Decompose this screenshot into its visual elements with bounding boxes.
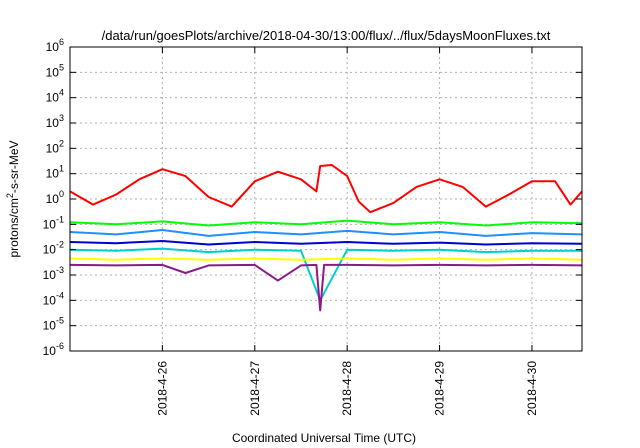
x-tick-label: 2018-4-28 bbox=[340, 361, 354, 416]
y-tick-label: 101 bbox=[46, 164, 64, 181]
x-axis-label: Coordinated Universal Time (UTC) bbox=[232, 431, 416, 445]
y-tick-label: 104 bbox=[46, 88, 64, 105]
y-axis-label-rest: -s-sr-MeV bbox=[7, 140, 21, 193]
series-line-3 bbox=[69, 229, 583, 237]
x-tick-label: 2018-4-27 bbox=[248, 361, 262, 416]
y-tick-label: 10-3 bbox=[43, 265, 64, 282]
chart-title: /data/run/goesPlots/archive/2018-04-30/1… bbox=[102, 28, 551, 43]
series-line-1 bbox=[69, 164, 583, 214]
y-tick-label: 105 bbox=[46, 62, 64, 79]
y-axis-label-base: protons/cm bbox=[7, 198, 21, 257]
y-tick-label: 102 bbox=[46, 138, 64, 155]
series-line-7 bbox=[69, 263, 583, 312]
x-tick-label: 2018-4-26 bbox=[155, 361, 169, 416]
y-axis: 106 105 104 103 102 101 100 10-1 10-2 10-3 10-4 10-… bbox=[43, 37, 582, 358]
y-tick-label: 10-6 bbox=[43, 341, 64, 358]
series-line-5 bbox=[69, 247, 582, 302]
x-tick-label: 2018-4-30 bbox=[525, 361, 539, 416]
y-tick-label: 103 bbox=[46, 113, 64, 130]
y-tick-label: 10-1 bbox=[43, 214, 64, 231]
series-line-2 bbox=[69, 219, 583, 227]
series-line-6 bbox=[69, 257, 583, 261]
y-tick-label: 106 bbox=[46, 37, 64, 54]
y-axis-label: protons/cm2-s-sr-MeV bbox=[5, 140, 21, 257]
y-tick-label: 10-4 bbox=[43, 290, 64, 307]
series-group bbox=[69, 164, 583, 312]
grid bbox=[70, 47, 582, 351]
y-tick-label: 10-5 bbox=[43, 316, 64, 333]
y-tick-label: 100 bbox=[46, 189, 64, 206]
x-axis: 2018-4-26 2018-4-27 2018-4-28 2018-4-29 2018… bbox=[155, 47, 539, 416]
y-axis-label-sup: 2 bbox=[5, 193, 15, 198]
y-tick-label: 10-2 bbox=[43, 240, 64, 257]
x-tick-label: 2018-4-29 bbox=[433, 361, 447, 416]
series-line-4 bbox=[69, 240, 583, 246]
